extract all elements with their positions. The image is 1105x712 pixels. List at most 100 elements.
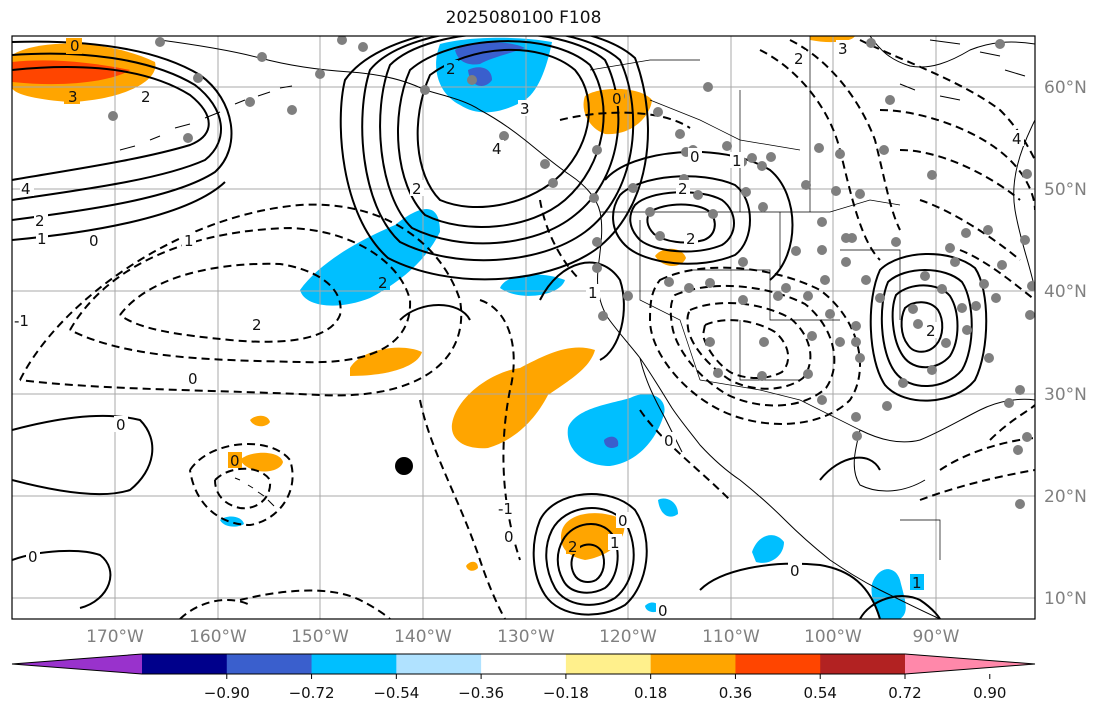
clabel-26: -1 [498, 500, 513, 518]
colorbar-tick-label: −0.54 [373, 684, 419, 702]
clabel-19: 2 [678, 180, 688, 198]
clabel-11: 0 [230, 452, 240, 470]
lat-label: 10°N [1044, 589, 1087, 609]
colorbar-tick-label: −0.36 [458, 684, 504, 702]
clabel-21: 1 [588, 284, 598, 302]
lon-label: 90°W [913, 627, 960, 647]
clabel-29: 2 [568, 538, 578, 556]
lon-label: 140°W [394, 627, 452, 647]
lat-label: 60°N [1044, 78, 1087, 98]
clabel-25: 0 [664, 432, 674, 450]
colorbar: −0.90 −0.72 −0.54 −0.36 −0.18 0.18 0.36 0.54 0.7… [11, 653, 1036, 702]
shade-blue-small2 [658, 498, 678, 517]
lon-label: 170°W [86, 627, 144, 647]
shade-darkblue-mx [604, 436, 619, 448]
shade-blue-cam [752, 535, 784, 563]
colorbar-tick-label: −0.18 [543, 684, 589, 702]
clabel-15: 4 [492, 140, 502, 158]
map-title: 2025080100 F108 [445, 8, 602, 28]
coast-baja [639, 357, 683, 453]
colorbar-segment [226, 654, 313, 674]
lon-label: 110°W [702, 627, 760, 647]
clabel-17: 0 [612, 90, 622, 108]
lat-label: 40°N [1044, 282, 1087, 302]
lat-label: 30°N [1044, 385, 1087, 405]
black-marker [395, 457, 413, 475]
shade-orange-pac1 [350, 347, 422, 376]
clabel-2: 2 [141, 88, 151, 106]
colorbar-extend-high [905, 654, 1035, 674]
clabel-4: 1 [37, 230, 47, 248]
clabel-0: 0 [70, 37, 80, 55]
coast-aleutians [119, 85, 293, 151]
colorbar-extend-low [12, 654, 142, 674]
colorbar-tick-label: 0.54 [804, 684, 837, 702]
clabel-33: 1 [912, 574, 922, 592]
clabel-1: 3 [68, 88, 78, 106]
clabel-31: 0 [658, 602, 668, 620]
shade-orange-pac2 [451, 347, 595, 449]
colorbar-outline [11, 653, 1036, 675]
colorbar-segment [396, 654, 482, 674]
shade-blue-pac2 [500, 274, 565, 296]
colorbar-tick-label: 0.72 [888, 684, 921, 702]
contour-labels: 0 3 2 4 1 2 0 -1 2 0 0 0 0 3 2 4 2 0 1 2… [14, 37, 1024, 620]
coast-eastna [1013, 119, 1035, 291]
colorbar-segment [650, 654, 736, 674]
clabel-6: 0 [89, 232, 99, 250]
clabel-10: 0 [116, 416, 126, 434]
shade-orange-small [250, 415, 270, 427]
lon-axis: 170°W 160°W 150°W 140°W 130°W 120°W 110°… [86, 627, 960, 647]
coast-yucatan [853, 429, 926, 492]
clabel-28: 1 [610, 534, 620, 552]
clabel-24: 2 [378, 274, 388, 292]
clabel-22: 0 [690, 148, 700, 166]
clabel-8: 2 [252, 316, 262, 334]
contours-negative [19, 39, 1035, 619]
coast-westna [597, 211, 941, 619]
clabel-35: 4 [1012, 130, 1022, 148]
colorbar-segment [481, 654, 567, 674]
clabel-7: -1 [14, 312, 29, 330]
colorbar-segment [311, 654, 397, 674]
colorbar-tick-label: 0.36 [719, 684, 752, 702]
clabel-13: 3 [520, 100, 530, 118]
clabel-27: 0 [504, 528, 514, 546]
lon-label: 130°W [497, 627, 555, 647]
clabel-20: 2 [686, 230, 696, 248]
clabel-23: 1 [184, 232, 194, 250]
colorbar-tick-label: −0.72 [289, 684, 335, 702]
map-layers: 0 3 2 4 1 2 0 -1 2 0 0 0 0 3 2 4 2 0 1 2… [12, 36, 1035, 620]
shade-orange-hi [240, 452, 283, 472]
colorbar-segment [735, 654, 821, 674]
shade-darkblue-ak [455, 42, 525, 65]
lat-label: 20°N [1044, 487, 1087, 507]
lon-label: 120°W [599, 627, 657, 647]
shade-red-nw [12, 60, 130, 85]
clabel-9: 0 [188, 370, 198, 388]
lon-label: 100°W [804, 627, 862, 647]
clabel-18: 1 [732, 152, 742, 170]
clabel-34: 2 [926, 322, 936, 340]
map-frame [11, 35, 1036, 620]
colorbar-tick-label: −0.90 [204, 684, 250, 702]
lon-label: 150°W [291, 627, 349, 647]
colorbar-segment [142, 654, 228, 674]
colorbar-tick-label: 0.18 [634, 684, 667, 702]
clabel-32: 0 [790, 562, 800, 580]
shade-orange-tiny [466, 561, 478, 571]
colorbar-segment [820, 654, 906, 674]
station-markers [108, 36, 1035, 509]
clabel-30: 0 [618, 512, 628, 530]
clabel-37: 2 [794, 50, 804, 68]
colorbar-ticks: −0.90 −0.72 −0.54 −0.36 −0.18 0.18 0.36 0.54 0.7… [204, 674, 1006, 702]
clabel-5: 2 [35, 212, 45, 230]
coast-islands [899, 39, 1026, 101]
lat-axis: 60°N 50°N 40°N 30°N 20°N 10°N [1044, 78, 1087, 609]
clabel-16: 2 [412, 180, 422, 198]
clabel-3: 4 [21, 180, 31, 198]
clabel-12: 0 [28, 548, 38, 566]
hawaii [234, 477, 275, 507]
clabel-14: 2 [446, 60, 456, 78]
